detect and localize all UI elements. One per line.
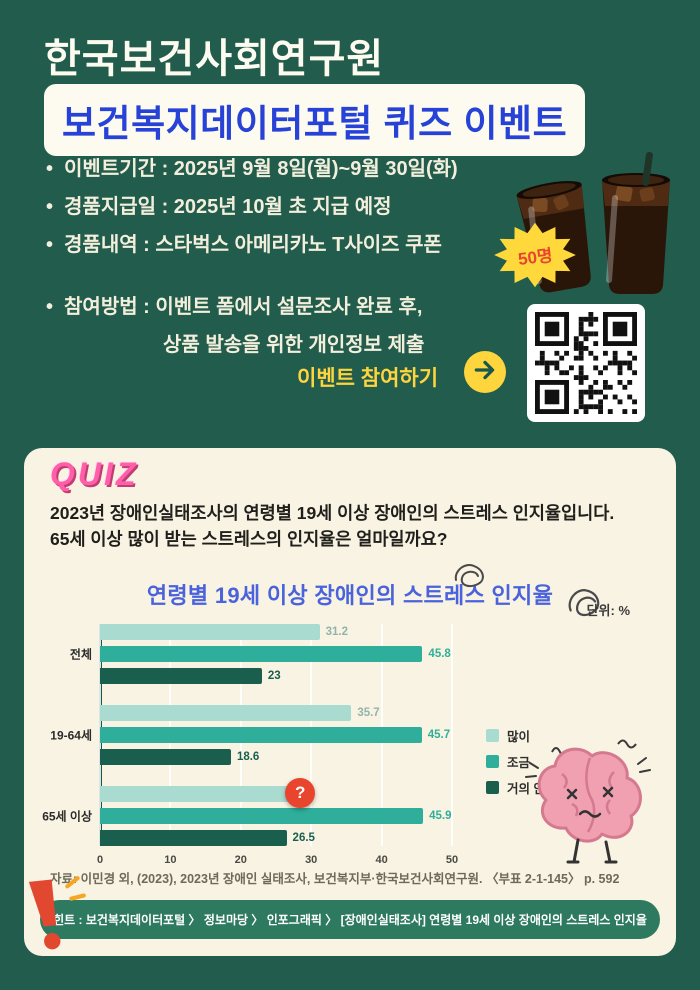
event-info-list: 이벤트기간 : 2025년 9월 8일(월)~9월 30일(화) 경품지급일 :… [46,150,458,264]
event-title: 보건복지데이터포털 퀴즈 이벤트 [44,84,586,156]
chart-category-label: 전체 [69,647,92,662]
chart-xtick-label: 40 [375,854,388,866]
chart-bar [100,786,312,802]
participation-info: 참여방법 : 이벤트 폼에서 설문조사 완료 후, 상품 발송을 위한 개인정보… [46,288,424,364]
chart-bar-group: 19-64세 35.7 45.7 18.6 [50,705,452,765]
chart-bar [100,727,422,743]
quiz-card: QUIZ 2023년 장애인실태조사의 연령별 19세 이상 장애인의 스트레스… [24,448,676,956]
chart-xtick-label: 10 [164,854,177,866]
quiz-question: 2023년 장애인실태조사의 연령별 19세 이상 장애인의 스트레스 인지율입… [50,500,614,553]
chart-bar-row: 35.7 [100,705,452,721]
chart-bar-row: 31.2 [100,624,452,640]
chart-bar-row: ? [100,778,452,808]
chart-value-label: 31.2 [325,626,349,638]
chart-bar [100,830,287,846]
chart-value-label: 45.9 [429,810,452,822]
exclamation-icon [16,872,88,958]
join-event-link[interactable]: 이벤트 참여하기 [297,367,439,390]
chart-bar-row: 45.7 [100,727,452,743]
chart-groups: 전체 31.2 45.8 23 19-64세 35.7 45.7 18.6 65세 이상? 45.… [42,624,452,846]
chart-bar [100,749,231,765]
chart-bar-row: 18.6 [100,749,452,765]
source-text: 자료: 이민경 외, (2023), 2023년 장애인 실태조사, 보건복지부… [50,872,620,886]
prize-detail: 경품내역 : 스타벅스 아메리카노 T사이즈 쿠폰 [46,226,458,264]
unit-label: 단위: % [586,603,630,618]
legend-swatch [486,781,499,794]
winners-count: 50명 [516,245,554,269]
chart-xtick-label: 50 [445,854,459,866]
org-title: 한국보건사회연구원 [44,37,385,81]
starburst-icon [494,222,576,288]
chart-xtick-label: 20 [234,854,247,866]
quiz-question-line1: 2023년 장애인실태조사의 연령별 19세 이상 장애인의 스트레스 인지율입… [50,503,615,523]
qr-code-svg [535,312,637,414]
chart-gridline [451,624,453,846]
chart-bar-row: 45.8 [100,646,452,662]
chart-value-label: 45.7 [427,729,451,741]
chart-value-label: 18.6 [236,751,260,763]
scribble-doodle-icon [564,586,604,617]
winners-badge: 50명 [492,220,578,290]
chart-xtick-label: 0 [96,854,104,866]
legend-swatch [486,755,499,768]
hidden-answer-badge: ? [285,778,316,808]
chart-bar-group: 전체 31.2 45.8 23 [70,624,452,684]
chart-value-label: 35.7 [357,707,380,719]
legend-swatch [486,729,499,742]
join-event-arrow-button[interactable] [464,351,506,393]
chart-category-label: 65세 이상 [42,809,92,824]
legend-label: 조금 [507,756,531,770]
chart-bar [100,808,424,824]
qr-code[interactable] [527,304,645,422]
legend-item: 많이 [486,726,568,745]
chart-xticks: 0 10 20 30 40 50 [96,854,458,870]
participation-line1: 참여방법 : 이벤트 폼에서 설문조사 완료 후, [46,288,424,326]
chart-bar-row: 23 [100,668,452,684]
scribble-doodle-icon [452,560,488,588]
participation-line2: 상품 발송을 위한 개인정보 제출 [163,334,425,356]
bar-chart: 전체 31.2 45.8 23 19-64세 35.7 45.7 18.6 65세 이상? 45.… [32,624,484,876]
quiz-logo: QUIZ [50,456,139,492]
chart-bar [100,705,352,721]
stressed-brain-illustration [522,734,662,874]
legend-item: 조금 [486,752,568,771]
prize-date: 경품지급일 : 2025년 10월 초 지급 예정 [46,188,458,226]
chart-bar [100,624,320,640]
legend-label: 많이 [507,730,531,744]
chart-bar-row: 26.5 [100,830,452,846]
chart-bar-group: 65세 이상? 45.9 26.5 [42,778,452,846]
chart-value-label: 23 [267,670,281,682]
chart-value-label: 45.8 [428,648,451,660]
chart-value-label: 26.5 [292,832,315,844]
arrow-right-icon [472,357,498,388]
chart-title: 연령별 19세 이상 장애인의 스트레스 인지율 [146,583,554,608]
chart-bar-row: 45.9 [100,808,452,824]
quiz-question-line2: 65세 이상 많이 받는 스트레스의 인지율은 얼마일까요? [50,529,448,550]
chart-bar [100,646,423,662]
chart-xtick-label: 30 [305,854,318,866]
event-period: 이벤트기간 : 2025년 9월 8일(월)~9월 30일(화) [46,150,458,188]
hint-banner: 힌트 : 보건복지데이터포털 〉 정보마당 〉 인포그래픽 〉 [장애인실태조사… [40,900,660,939]
chart-bar [100,668,262,684]
chart-category-label: 19-64세 [50,728,92,743]
